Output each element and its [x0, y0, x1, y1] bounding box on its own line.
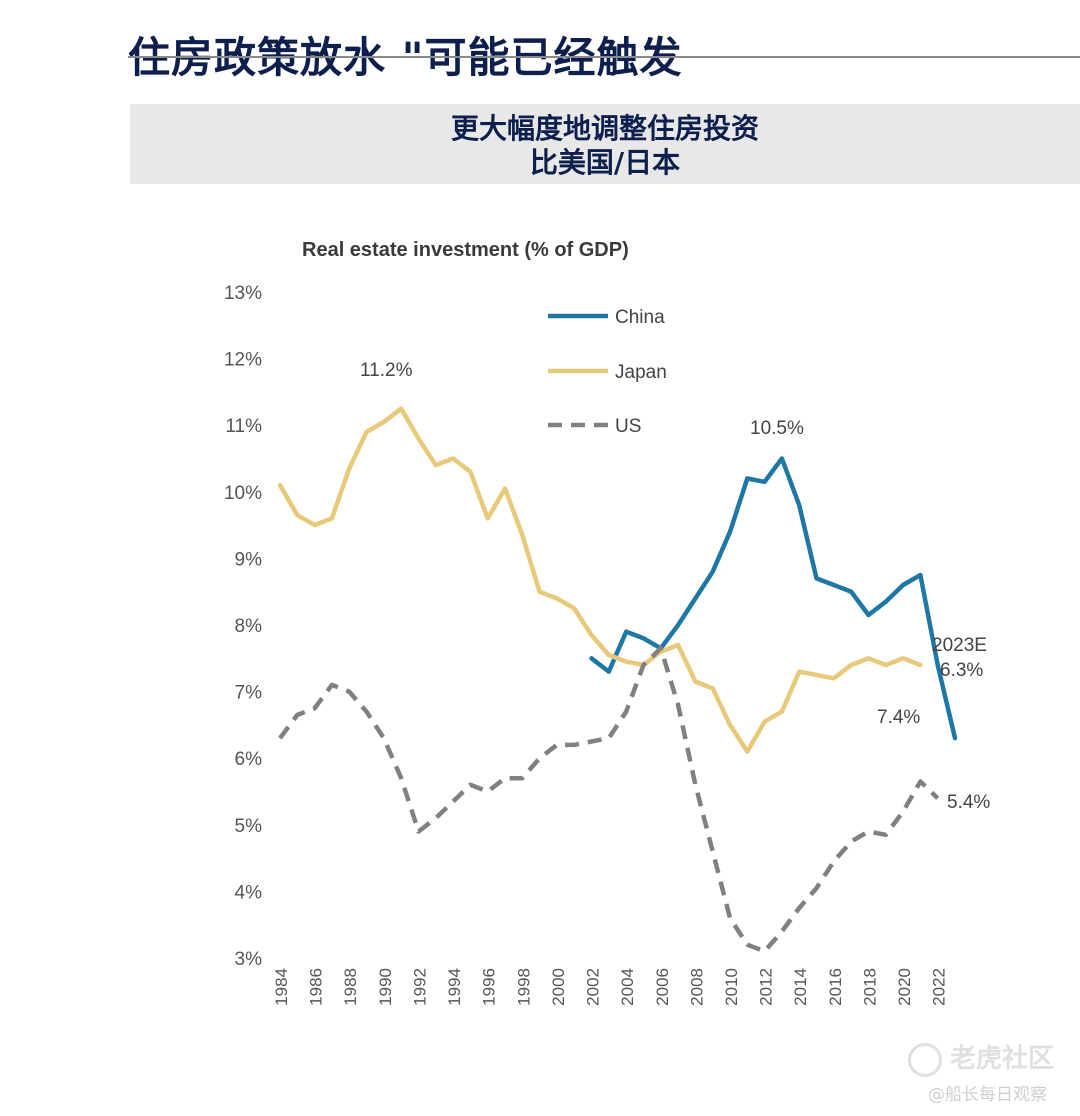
- series-line-china: [589, 456, 958, 741]
- y-tick-label: 10%: [224, 483, 262, 504]
- x-tick-label: 2000: [549, 968, 568, 1006]
- data-label: 11.2%: [360, 360, 413, 381]
- x-tick-label: 1994: [445, 968, 464, 1006]
- chart-title: Real estate investment (% of GDP): [302, 239, 629, 261]
- logo-icon: [908, 1042, 942, 1077]
- x-tick-label: 2008: [687, 968, 706, 1006]
- x-tick-label: 2020: [895, 968, 914, 1006]
- series-line-japan: [277, 406, 923, 754]
- y-tick-label: 3%: [235, 949, 263, 970]
- legend-label-us: US: [615, 416, 641, 437]
- y-tick-label: 13%: [224, 283, 262, 304]
- x-tick-label: 2014: [791, 968, 810, 1006]
- y-tick-label: 8%: [235, 616, 263, 637]
- x-tick-label: 2006: [653, 968, 672, 1006]
- data-label: 7.4%: [877, 707, 920, 728]
- x-tick-label: 2018: [860, 968, 879, 1006]
- subtitle-line-2: 比美国/日本: [529, 146, 681, 179]
- headline-rule: [128, 56, 1080, 58]
- data-label: 10.5%: [750, 418, 804, 439]
- x-tick-label: 2002: [584, 968, 603, 1006]
- y-tick-label: 5%: [235, 816, 263, 837]
- x-tick-label: 2004: [618, 968, 637, 1006]
- watermark-logo-text: 老虎社区: [950, 1044, 1055, 1074]
- x-tick-label: 1988: [341, 968, 360, 1006]
- data-label: 2023E: [932, 635, 987, 656]
- legend-label-japan: Japan: [615, 362, 667, 383]
- x-tick-label: 2010: [722, 968, 741, 1006]
- y-tick-label: 9%: [235, 549, 263, 570]
- x-tick-label: 1986: [307, 968, 326, 1006]
- x-tick-label: 1984: [272, 968, 291, 1006]
- x-tick-label: 1992: [410, 968, 429, 1006]
- data-label: 6.3%: [940, 660, 983, 681]
- x-tick-label: 1990: [376, 968, 395, 1006]
- y-tick-label: 11%: [225, 416, 262, 437]
- data-label: 5.4%: [947, 792, 990, 813]
- series-layer: [277, 406, 958, 954]
- series-line-us: [278, 646, 940, 954]
- legend: China Japan US: [548, 307, 667, 437]
- y-tick-label: 7%: [235, 683, 263, 704]
- y-tick-label: 12%: [224, 350, 262, 371]
- x-tick-label: 2016: [826, 968, 845, 1006]
- y-axis-ticks: 3% 4% 5% 6% 7% 8% 9% 10% 11% 12% 13%: [224, 283, 262, 970]
- x-tick-label: 1998: [514, 968, 533, 1006]
- y-tick-label: 6%: [235, 749, 263, 770]
- subtitle-band: 更大幅度地调整住房投资 比美国/日本: [130, 104, 1080, 184]
- watermark-logo: 老虎社区: [908, 1038, 1054, 1077]
- y-tick-label: 4%: [235, 882, 263, 903]
- legend-label-china: China: [615, 307, 665, 328]
- x-tick-label: 2022: [930, 968, 949, 1006]
- annotations: 11.2% 10.5% 2023E 6.3% 7.4% 5.4%: [360, 360, 990, 813]
- x-tick-label: 1996: [480, 968, 499, 1006]
- x-axis-ticks: 1984 1986 1988 1990 1992 1994 1996 1998 2000 2002…: [272, 968, 949, 1006]
- x-tick-label: 2012: [757, 968, 776, 1006]
- subtitle-line-1: 更大幅度地调整住房投资: [450, 112, 759, 145]
- watermark-author: @船长每日观察: [928, 1085, 1047, 1105]
